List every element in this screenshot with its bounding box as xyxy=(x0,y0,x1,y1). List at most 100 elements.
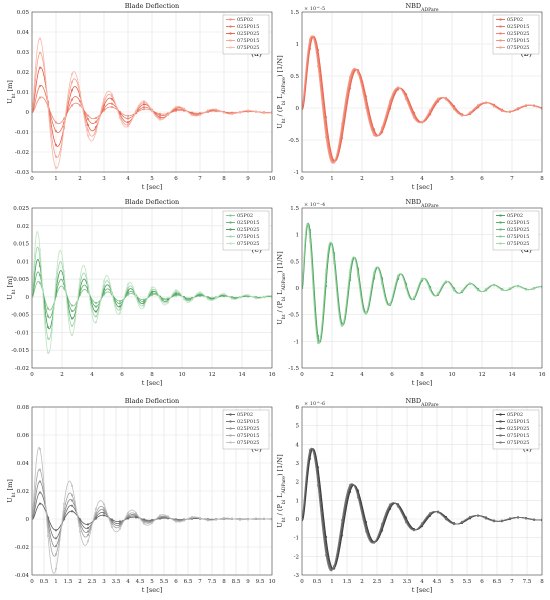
x-axis-label: t [sec] xyxy=(142,586,163,594)
series-line-075P025 xyxy=(32,446,272,574)
series-marker xyxy=(230,297,234,300)
legend-marker xyxy=(229,46,232,49)
y-tick-label: 0.02 xyxy=(17,70,29,76)
legend-entry: 05P02 xyxy=(237,213,253,219)
series-line-075P025 xyxy=(302,447,542,572)
chart-panel-a: 0 1 2 3 4 5 6 7 8 9 10 -0.03 -0.02 -0.01 0 0.01 0.02 0.03… xyxy=(6,2,276,191)
x-axis-label: t [sec] xyxy=(412,586,433,594)
x-tick-label: 2 xyxy=(78,579,82,585)
series-marker xyxy=(70,81,74,84)
x-tick-label: 6 xyxy=(174,579,178,585)
y-tick-label: 1 xyxy=(296,233,300,239)
legend-marker xyxy=(229,214,232,217)
series-marker xyxy=(452,108,456,111)
series-marker xyxy=(70,89,74,92)
x-tick-label: 10 xyxy=(449,372,456,378)
series-marker xyxy=(238,518,242,521)
y-tick-label: 0.04 xyxy=(17,461,30,467)
series-marker xyxy=(54,544,58,548)
series-marker xyxy=(110,291,114,294)
y-tick-label: 0.06 xyxy=(17,433,30,439)
y-axis-label: Uht / (Pbl LADPare) [1/N] xyxy=(276,55,287,128)
series-marker xyxy=(70,484,74,487)
series-marker xyxy=(332,161,336,164)
series-marker xyxy=(340,519,344,522)
axes-frame xyxy=(301,207,543,369)
series-marker xyxy=(356,275,360,278)
series-marker xyxy=(142,100,146,103)
series-marker xyxy=(508,110,512,113)
series-marker xyxy=(118,521,122,525)
series-marker xyxy=(262,517,266,521)
y-tick-label: 2 xyxy=(296,480,300,486)
legend-marker xyxy=(229,235,232,238)
series-marker xyxy=(46,337,50,340)
series-line-075P015 xyxy=(32,246,272,341)
series-marker xyxy=(118,116,122,120)
series-marker xyxy=(468,515,472,519)
legend-marker xyxy=(499,242,502,245)
series-marker xyxy=(54,567,58,570)
series-marker xyxy=(86,117,90,121)
legend-marker xyxy=(499,420,502,423)
x-tick-label: 12 xyxy=(209,372,216,378)
series-marker xyxy=(86,530,90,533)
legend-marker xyxy=(229,221,232,224)
series-marker xyxy=(388,99,392,102)
x-tick-label: 0 xyxy=(30,176,34,182)
y-tick-label: 0 xyxy=(26,295,30,301)
series-marker xyxy=(70,334,74,337)
axes-frame xyxy=(31,11,273,173)
x-tick-label: 7.5 xyxy=(523,579,532,585)
series-marker xyxy=(492,105,496,108)
legend-marker xyxy=(499,434,502,437)
series-marker xyxy=(174,520,178,523)
y-axis-label: Uht [m] xyxy=(6,276,17,300)
series-marker xyxy=(214,297,218,300)
axes-frame xyxy=(301,11,543,173)
x-tick-label: 9 xyxy=(246,176,250,182)
legend-entry: 05P02 xyxy=(507,213,523,219)
legend-entry: 025P025 xyxy=(237,227,259,233)
series-marker xyxy=(102,509,106,512)
x-tick-label: 4 xyxy=(90,372,94,378)
x-tick-label: 3 xyxy=(102,176,106,182)
series-marker xyxy=(102,280,106,283)
series-marker xyxy=(230,112,234,116)
series-marker xyxy=(86,523,90,526)
series-marker xyxy=(364,311,368,315)
series-marker xyxy=(102,503,106,506)
legend-entry: 075P015 xyxy=(507,38,529,44)
series-marker xyxy=(38,468,42,471)
series-marker xyxy=(94,120,98,123)
series-marker xyxy=(254,297,258,300)
series-marker xyxy=(428,288,432,291)
legend-entry: 075P015 xyxy=(237,234,259,240)
legend-marker xyxy=(229,32,232,35)
series-marker xyxy=(380,522,384,526)
y-axis-label: Uht / (Pbl LADPare) [1/N] xyxy=(276,251,287,324)
legend-entry: 075P025 xyxy=(237,45,259,51)
x-tick-label: 2.5 xyxy=(88,579,97,585)
series-marker xyxy=(70,304,74,307)
series-marker xyxy=(270,111,272,114)
series-marker xyxy=(372,133,376,137)
legend-entry: 05P02 xyxy=(237,412,253,418)
y-tick-label: 0.02 xyxy=(17,224,29,230)
series-marker xyxy=(70,324,74,328)
series-marker xyxy=(38,447,42,451)
legend-entry: 025P025 xyxy=(507,426,529,432)
series-marker xyxy=(62,126,66,130)
series-marker xyxy=(174,105,178,109)
series-marker xyxy=(126,511,130,514)
series-marker xyxy=(118,524,122,528)
series-marker xyxy=(150,286,154,289)
legend-marker xyxy=(229,242,232,245)
series-marker xyxy=(468,282,472,285)
legend-marker xyxy=(229,39,232,42)
series-marker xyxy=(158,118,162,121)
y-tick-label: 0.03 xyxy=(17,50,30,56)
x-tick-label: 6 xyxy=(174,176,178,182)
